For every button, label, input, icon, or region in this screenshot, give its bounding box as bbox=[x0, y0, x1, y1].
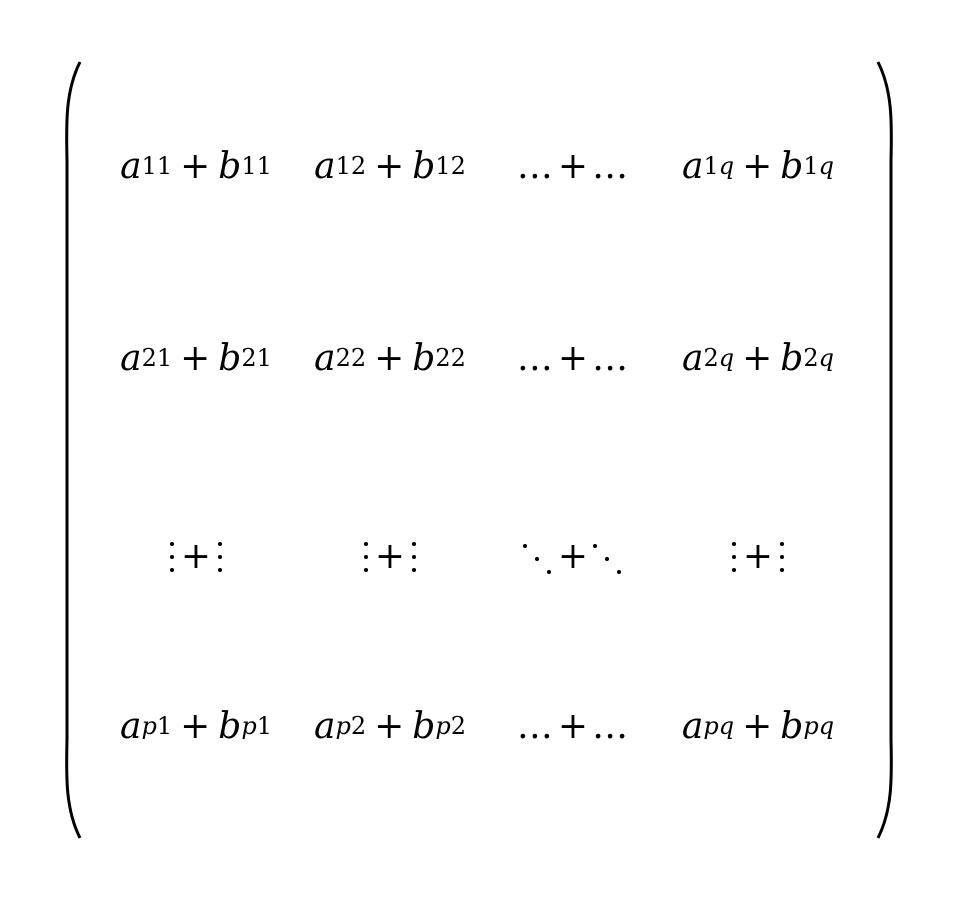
vertical-ellipsis bbox=[777, 538, 787, 574]
subscript: 22 bbox=[435, 344, 466, 372]
diagonal-ellipsis bbox=[592, 538, 624, 574]
term-a: a bbox=[314, 337, 336, 379]
subscript: 11 bbox=[141, 152, 173, 180]
plus-operator: + bbox=[742, 337, 773, 379]
term-b: b bbox=[218, 705, 242, 747]
subscript: 11 bbox=[241, 152, 272, 180]
subscript: 12 bbox=[435, 152, 466, 180]
plus-operator: + bbox=[180, 337, 211, 379]
plus-operator: + bbox=[557, 535, 589, 577]
plus-operator: + bbox=[180, 535, 212, 577]
horizontal-ellipsis: … bbox=[516, 145, 554, 187]
subscript: 2q bbox=[703, 344, 735, 372]
subscript: 21 bbox=[141, 344, 173, 372]
term-a: a bbox=[120, 705, 142, 747]
matrix-cell-2-2: a 22 + b 22 bbox=[290, 328, 490, 388]
matrix-cell-4-4: a pq + b pq bbox=[658, 696, 858, 756]
horizontal-ellipsis: … bbox=[516, 337, 554, 379]
horizontal-ellipsis: … bbox=[592, 145, 630, 187]
matrix-cell-4-2: a p2 + b p2 bbox=[290, 696, 490, 756]
matrix-cell-1-4: a 1q + b 1q bbox=[658, 136, 858, 196]
plus-operator: + bbox=[374, 337, 405, 379]
matrix-cell-1-2: a 12 + b 12 bbox=[290, 136, 490, 196]
matrix-cell-2-1: a 21 + b 21 bbox=[96, 328, 296, 388]
matrix-cell-3-4: + bbox=[658, 526, 858, 586]
left-parenthesis bbox=[62, 60, 92, 840]
term-b: b bbox=[218, 337, 242, 379]
term-a: a bbox=[314, 705, 336, 747]
matrix-cell-2-4: a 2q + b 2q bbox=[658, 328, 858, 388]
plus-operator: + bbox=[180, 145, 211, 187]
subscript: 1q bbox=[803, 152, 834, 180]
matrix-cell-4-3: … +… bbox=[473, 696, 673, 756]
horizontal-ellipsis: … bbox=[592, 705, 630, 747]
vertical-ellipsis bbox=[729, 538, 739, 574]
diagonal-ellipsis bbox=[522, 538, 554, 574]
horizontal-ellipsis: … bbox=[592, 337, 630, 379]
vertical-ellipsis bbox=[409, 538, 419, 574]
subscript: pq bbox=[803, 712, 835, 740]
term-a: a bbox=[120, 145, 142, 187]
term-b: b bbox=[780, 145, 804, 187]
matrix-cell-3-3: + bbox=[473, 526, 673, 586]
subscript: 21 bbox=[241, 344, 272, 372]
plus-operator: + bbox=[742, 145, 773, 187]
plus-operator: + bbox=[742, 705, 773, 747]
subscript: 22 bbox=[335, 344, 367, 372]
term-b: b bbox=[780, 705, 804, 747]
subscript: p2 bbox=[335, 712, 367, 740]
subscript: 2q bbox=[803, 344, 834, 372]
subscript: p1 bbox=[141, 712, 173, 740]
subscript: p2 bbox=[435, 712, 466, 740]
plus-operator: + bbox=[374, 705, 405, 747]
subscript: p1 bbox=[241, 712, 272, 740]
right-parenthesis bbox=[866, 60, 896, 840]
vertical-ellipsis bbox=[167, 538, 177, 574]
matrix-cell-2-3: … +… bbox=[473, 328, 673, 388]
plus-operator: + bbox=[180, 705, 211, 747]
term-b: b bbox=[412, 337, 436, 379]
matrix-cell-1-3: … +… bbox=[473, 136, 673, 196]
subscript: pq bbox=[703, 712, 735, 740]
matrix-cell-3-1: + bbox=[96, 526, 296, 586]
plus-operator: + bbox=[557, 337, 589, 379]
matrix-cell-3-2: + bbox=[290, 526, 490, 586]
term-b: b bbox=[412, 145, 436, 187]
term-a: a bbox=[682, 337, 704, 379]
matrix-cell-4-1: a p1 + b p1 bbox=[96, 696, 296, 756]
term-a: a bbox=[314, 145, 336, 187]
plus-operator: + bbox=[374, 145, 405, 187]
term-b: b bbox=[218, 145, 242, 187]
plus-operator: + bbox=[374, 535, 406, 577]
subscript: 12 bbox=[335, 152, 367, 180]
term-b: b bbox=[780, 337, 804, 379]
vertical-ellipsis bbox=[361, 538, 371, 574]
term-a: a bbox=[120, 337, 142, 379]
subscript: 1q bbox=[703, 152, 735, 180]
plus-operator: + bbox=[742, 535, 774, 577]
vertical-ellipsis bbox=[215, 538, 225, 574]
plus-operator: + bbox=[557, 145, 589, 187]
horizontal-ellipsis: … bbox=[516, 705, 554, 747]
matrix-cell-1-1: a 11 + b 11 bbox=[96, 136, 296, 196]
plus-operator: + bbox=[557, 705, 589, 747]
term-a: a bbox=[681, 705, 704, 747]
term-a: a bbox=[682, 145, 704, 187]
term-b: b bbox=[412, 705, 436, 747]
